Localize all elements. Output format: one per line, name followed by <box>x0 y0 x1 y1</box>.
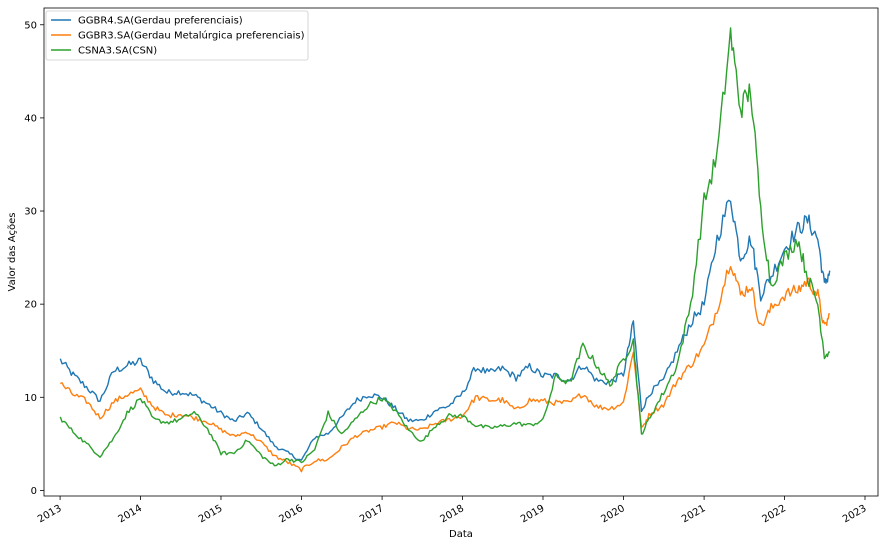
series-line-3 <box>59 27 831 467</box>
y-tick-label: 10 <box>24 393 37 404</box>
legend-box <box>45 10 309 61</box>
y-tick-label: 50 <box>24 20 37 31</box>
y-tick-label: 0 <box>31 486 37 497</box>
y-axis-ticks: 0 10 20 30 40 50 <box>24 20 44 497</box>
axes-frame <box>43 7 879 497</box>
x-axis-label: Data <box>449 529 473 540</box>
y-tick-label: 40 <box>24 113 37 124</box>
legend-label-1: GGBR4.SA(Gerdau preferenciais) <box>78 16 243 27</box>
y-axis-label: Valor das Ações <box>7 213 18 292</box>
series-line-1 <box>59 199 831 461</box>
series-line-2 <box>60 266 831 473</box>
legend-label-3: CSNA3.SA(CSN) <box>78 46 157 57</box>
y-tick-label: 20 <box>24 300 37 311</box>
axes-layer <box>43 7 879 497</box>
series-layer <box>59 27 831 473</box>
legend: GGBR4.SA(Gerdau preferenciais) GGBR3.SA(G… <box>45 10 309 61</box>
y-tick-label: 30 <box>24 207 37 218</box>
legend-label-2: GGBR3.SA(Gerdau Metalúrgica preferenciai… <box>78 30 305 42</box>
